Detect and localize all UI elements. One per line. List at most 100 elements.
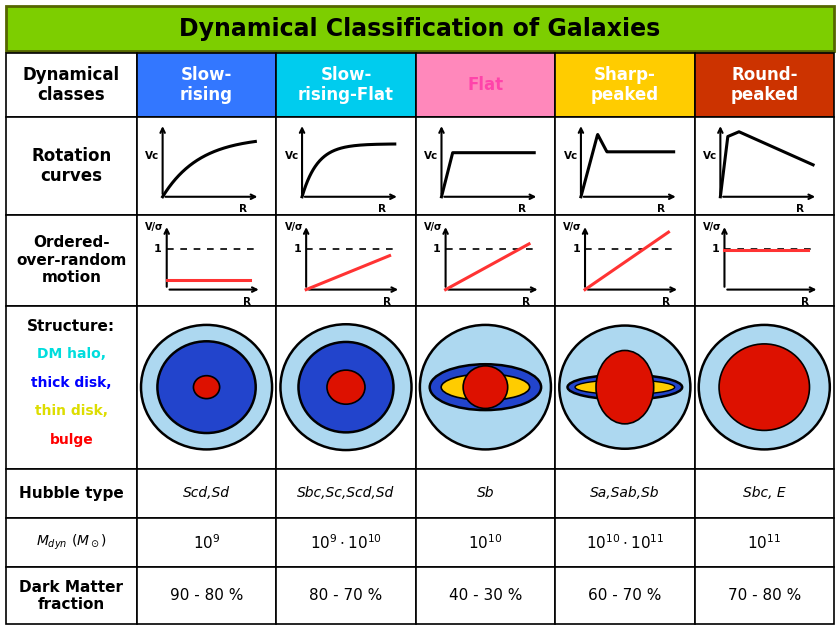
- Bar: [137, 117, 276, 215]
- Bar: [416, 215, 555, 306]
- Bar: [416, 306, 555, 469]
- Text: Slow-
rising: Slow- rising: [180, 66, 233, 105]
- Text: $10^9 \cdot 10^{10}$: $10^9 \cdot 10^{10}$: [310, 534, 382, 552]
- Bar: [276, 215, 416, 306]
- Text: 1: 1: [433, 244, 441, 254]
- Ellipse shape: [327, 370, 365, 404]
- Text: $10^9$: $10^9$: [192, 534, 220, 552]
- Text: 90 - 80 %: 90 - 80 %: [170, 588, 244, 603]
- Bar: [555, 518, 695, 568]
- Ellipse shape: [699, 325, 830, 449]
- Text: Vc: Vc: [145, 151, 160, 161]
- Text: R: R: [657, 203, 665, 214]
- Text: V/σ: V/σ: [703, 222, 722, 232]
- Text: Sbc,Sc,Scd,Sd: Sbc,Sc,Scd,Sd: [297, 486, 395, 500]
- Text: Hubble type: Hubble type: [19, 486, 123, 501]
- Text: 70 - 80 %: 70 - 80 %: [727, 588, 801, 603]
- Text: Sharp-
peaked: Sharp- peaked: [591, 66, 659, 105]
- Ellipse shape: [157, 341, 255, 433]
- Bar: [276, 117, 416, 215]
- Text: Vc: Vc: [285, 151, 299, 161]
- Ellipse shape: [568, 375, 682, 399]
- Text: Sb: Sb: [476, 486, 494, 500]
- Text: R: R: [383, 297, 391, 307]
- Bar: [695, 306, 834, 469]
- Ellipse shape: [430, 364, 541, 410]
- Bar: [6, 518, 137, 568]
- Bar: [6, 568, 137, 624]
- Text: DM halo,: DM halo,: [37, 347, 106, 361]
- Bar: [276, 518, 416, 568]
- Ellipse shape: [420, 325, 551, 449]
- Text: R: R: [801, 297, 809, 307]
- Text: R: R: [662, 297, 669, 307]
- Text: Dark Matter
fraction: Dark Matter fraction: [19, 580, 123, 612]
- Ellipse shape: [441, 374, 530, 400]
- Text: Dynamical
classes: Dynamical classes: [23, 66, 120, 105]
- Bar: [276, 469, 416, 518]
- Bar: [695, 53, 834, 117]
- Bar: [6, 215, 137, 306]
- Bar: [695, 215, 834, 306]
- Bar: [695, 568, 834, 624]
- Bar: [416, 568, 555, 624]
- Text: thick disk,: thick disk,: [31, 375, 112, 390]
- Bar: [137, 518, 276, 568]
- Text: $10^{11}$: $10^{11}$: [748, 534, 781, 552]
- Bar: [416, 469, 555, 518]
- Bar: [695, 117, 834, 215]
- Text: R: R: [239, 203, 247, 214]
- Ellipse shape: [463, 366, 507, 408]
- Bar: [695, 469, 834, 518]
- Ellipse shape: [575, 380, 675, 394]
- Text: Sa,Sab,Sb: Sa,Sab,Sb: [590, 486, 659, 500]
- Text: V/σ: V/σ: [145, 222, 164, 232]
- Text: Vc: Vc: [564, 151, 578, 161]
- Text: $M_{dyn}$ $(M_\odot)$: $M_{dyn}$ $(M_\odot)$: [36, 533, 107, 553]
- Text: Dynamical Classification of Galaxies: Dynamical Classification of Galaxies: [180, 16, 660, 40]
- Bar: [555, 53, 695, 117]
- Ellipse shape: [141, 325, 272, 449]
- Text: R: R: [796, 203, 805, 214]
- Text: 40 - 30 %: 40 - 30 %: [449, 588, 522, 603]
- Bar: [6, 469, 137, 518]
- Bar: [555, 306, 695, 469]
- Bar: [416, 117, 555, 215]
- Text: thin disk,: thin disk,: [35, 404, 108, 418]
- Bar: [416, 518, 555, 568]
- Bar: [137, 568, 276, 624]
- Text: $10^{10} \cdot 10^{11}$: $10^{10} \cdot 10^{11}$: [585, 534, 664, 552]
- Ellipse shape: [596, 350, 654, 424]
- Ellipse shape: [719, 344, 810, 430]
- Ellipse shape: [193, 375, 219, 399]
- Text: Flat: Flat: [467, 76, 503, 94]
- Text: V/σ: V/σ: [564, 222, 582, 232]
- Text: 1: 1: [154, 244, 162, 254]
- Text: 1: 1: [711, 244, 719, 254]
- Text: Round-
peaked: Round- peaked: [730, 66, 798, 105]
- Text: Sbc, E: Sbc, E: [743, 486, 785, 500]
- Ellipse shape: [281, 324, 412, 450]
- Bar: [6, 117, 137, 215]
- Bar: [276, 568, 416, 624]
- Text: R: R: [517, 203, 526, 214]
- Text: bulge: bulge: [50, 433, 93, 447]
- Bar: [276, 306, 416, 469]
- Bar: [137, 215, 276, 306]
- Text: Vc: Vc: [703, 151, 717, 161]
- Text: Ordered-
over-random
motion: Ordered- over-random motion: [16, 236, 127, 285]
- Bar: [6, 53, 137, 117]
- Text: V/σ: V/σ: [285, 222, 303, 232]
- Bar: [6, 6, 834, 51]
- Bar: [555, 117, 695, 215]
- Bar: [555, 215, 695, 306]
- Text: Vc: Vc: [424, 151, 438, 161]
- Text: 80 - 70 %: 80 - 70 %: [309, 588, 382, 603]
- Text: 60 - 70 %: 60 - 70 %: [588, 588, 662, 603]
- Bar: [137, 53, 276, 117]
- Text: V/σ: V/σ: [424, 222, 443, 232]
- Ellipse shape: [298, 342, 393, 432]
- Bar: [416, 53, 555, 117]
- Text: Rotation
curves: Rotation curves: [31, 147, 112, 185]
- Bar: [555, 469, 695, 518]
